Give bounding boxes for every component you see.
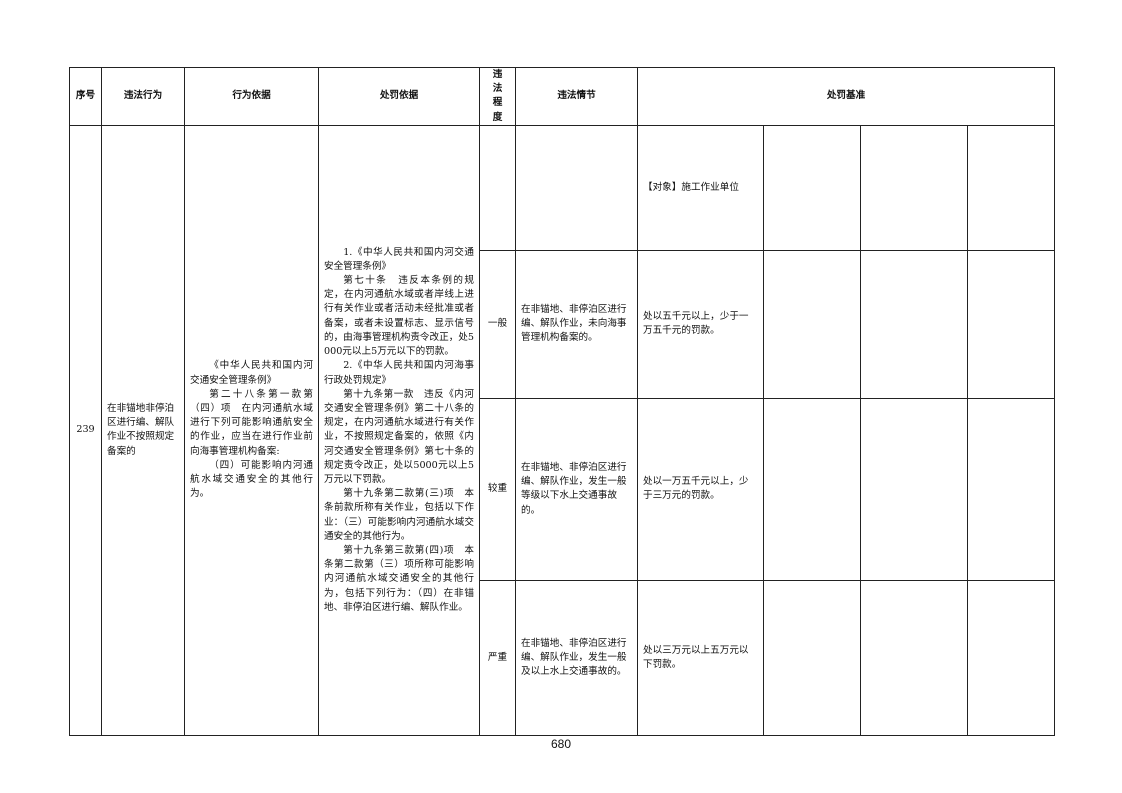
standard-cell: 处以一万五千元以上，少于三万元的罚款。	[637, 397, 764, 581]
degree-cell: 较重	[479, 397, 516, 581]
header-penalty-basis: 处罚依据	[318, 67, 480, 126]
header-standard: 处罚基准	[637, 67, 1055, 126]
penalty-paragraph: 第十九条第一款 违反《内河交通安全管理条例》第二十八条的规定，在内河通航水域进行…	[324, 388, 474, 485]
header-number: 序号	[69, 67, 102, 126]
circumstance-cell: 在非锚地、非停泊区进行编、解队作业，发生一般及以上水上交通事故的。	[515, 579, 638, 736]
empty-cell	[860, 579, 968, 736]
empty-cell	[860, 124, 968, 251]
degree-cell: 严重	[479, 579, 516, 736]
header-row: 序号 违法行为 行为依据 处罚依据 违法程度 违法情节 处罚基准	[69, 67, 1055, 126]
empty-cell	[860, 249, 968, 399]
basis-paragraph: 《中华人民共和国内河交通安全管理条例》	[190, 360, 313, 386]
degree-empty	[479, 124, 516, 251]
empty-cell	[967, 124, 1055, 251]
penalty-table: 序号 违法行为 行为依据 处罚依据 违法程度 违法情节 处罚基准 239 在非锚…	[69, 67, 1055, 736]
header-violation: 违法行为	[101, 67, 185, 126]
empty-cell	[967, 397, 1055, 581]
violation-cell: 在非锚地非停泊区进行编、解队作业不按照规定备案的	[101, 124, 185, 736]
basis-paragraph: 第二十八条第一款第（四）项 在内河通航水域进行下列可能影响通航安全的作业，应当在…	[190, 388, 313, 457]
table-row: 一般 在非锚地、非停泊区进行编、解队作业，未向海事管理机构备案的。 处以五千元以…	[70, 249, 1055, 399]
standard-cell: 处以五千元以上，少于一万五千元的罚款。	[637, 249, 764, 399]
penalty-basis-cell: 1.《中华人民共和国内河交通安全管理条例》 第七十条 违反本条例的规定，在内河通…	[318, 124, 480, 736]
circumstance-cell: 在非锚地、非停泊区进行编、解队作业，未向海事管理机构备案的。	[515, 249, 638, 399]
circumstance-empty	[515, 124, 638, 251]
header-degree: 违法程度	[479, 67, 516, 126]
object-cell: 【对象】施工作业单位	[637, 124, 764, 251]
penalty-paragraph: 第七十条 违反本条例的规定，在内河通航水域或者岸线上进行有关作业或者活动未经批准…	[324, 275, 475, 358]
behavior-basis-cell: 《中华人民共和国内河交通安全管理条例》 第二十八条第一款第（四）项 在内河通航水…	[184, 124, 319, 736]
penalty-paragraph: 第十九条第三款第(四)项 本条第二款第（三）项所称可能影响内河通航水域交通安全的…	[324, 544, 474, 613]
degree-cell: 一般	[479, 249, 516, 399]
standard-cell: 处以三万元以上五万元以下罚款。	[637, 579, 764, 736]
table-row: 239 在非锚地非停泊区进行编、解队作业不按照规定备案的 《中华人民共和国内河交…	[69, 124, 1055, 736]
penalty-paragraph: 第十九条第二款第(三)项 本条前款所称有关作业，包括以下作业：（三）可能影响内河…	[324, 488, 474, 542]
penalty-paragraph: 2.《中华人民共和国内河海事行政处罚规定》	[324, 360, 474, 386]
empty-cell	[763, 397, 861, 581]
empty-cell	[763, 579, 861, 736]
page-number: 680	[550, 737, 572, 751]
table-row: 严重 在非锚地、非停泊区进行编、解队作业，发生一般及以上水上交通事故的。 处以三…	[70, 579, 1055, 736]
header-circumstance: 违法情节	[515, 67, 638, 126]
circumstance-cell: 在非锚地、非停泊区进行编、解队作业，发生一般等级以下水上交通事故的。	[515, 397, 638, 581]
penalty-paragraph: 1.《中华人民共和国内河交通安全管理条例》	[324, 246, 474, 272]
header-behavior-basis: 行为依据	[184, 67, 319, 126]
basis-paragraph: （四）可能影响内河通航水域交通安全的其他行为。	[190, 459, 313, 500]
empty-cell	[763, 124, 861, 251]
empty-cell	[967, 249, 1055, 399]
row-number: 239	[69, 124, 102, 736]
table-row: 较重 在非锚地、非停泊区进行编、解队作业，发生一般等级以下水上交通事故的。 处以…	[70, 397, 1055, 581]
empty-cell	[860, 397, 968, 581]
empty-cell	[763, 249, 861, 399]
empty-cell	[967, 579, 1055, 736]
